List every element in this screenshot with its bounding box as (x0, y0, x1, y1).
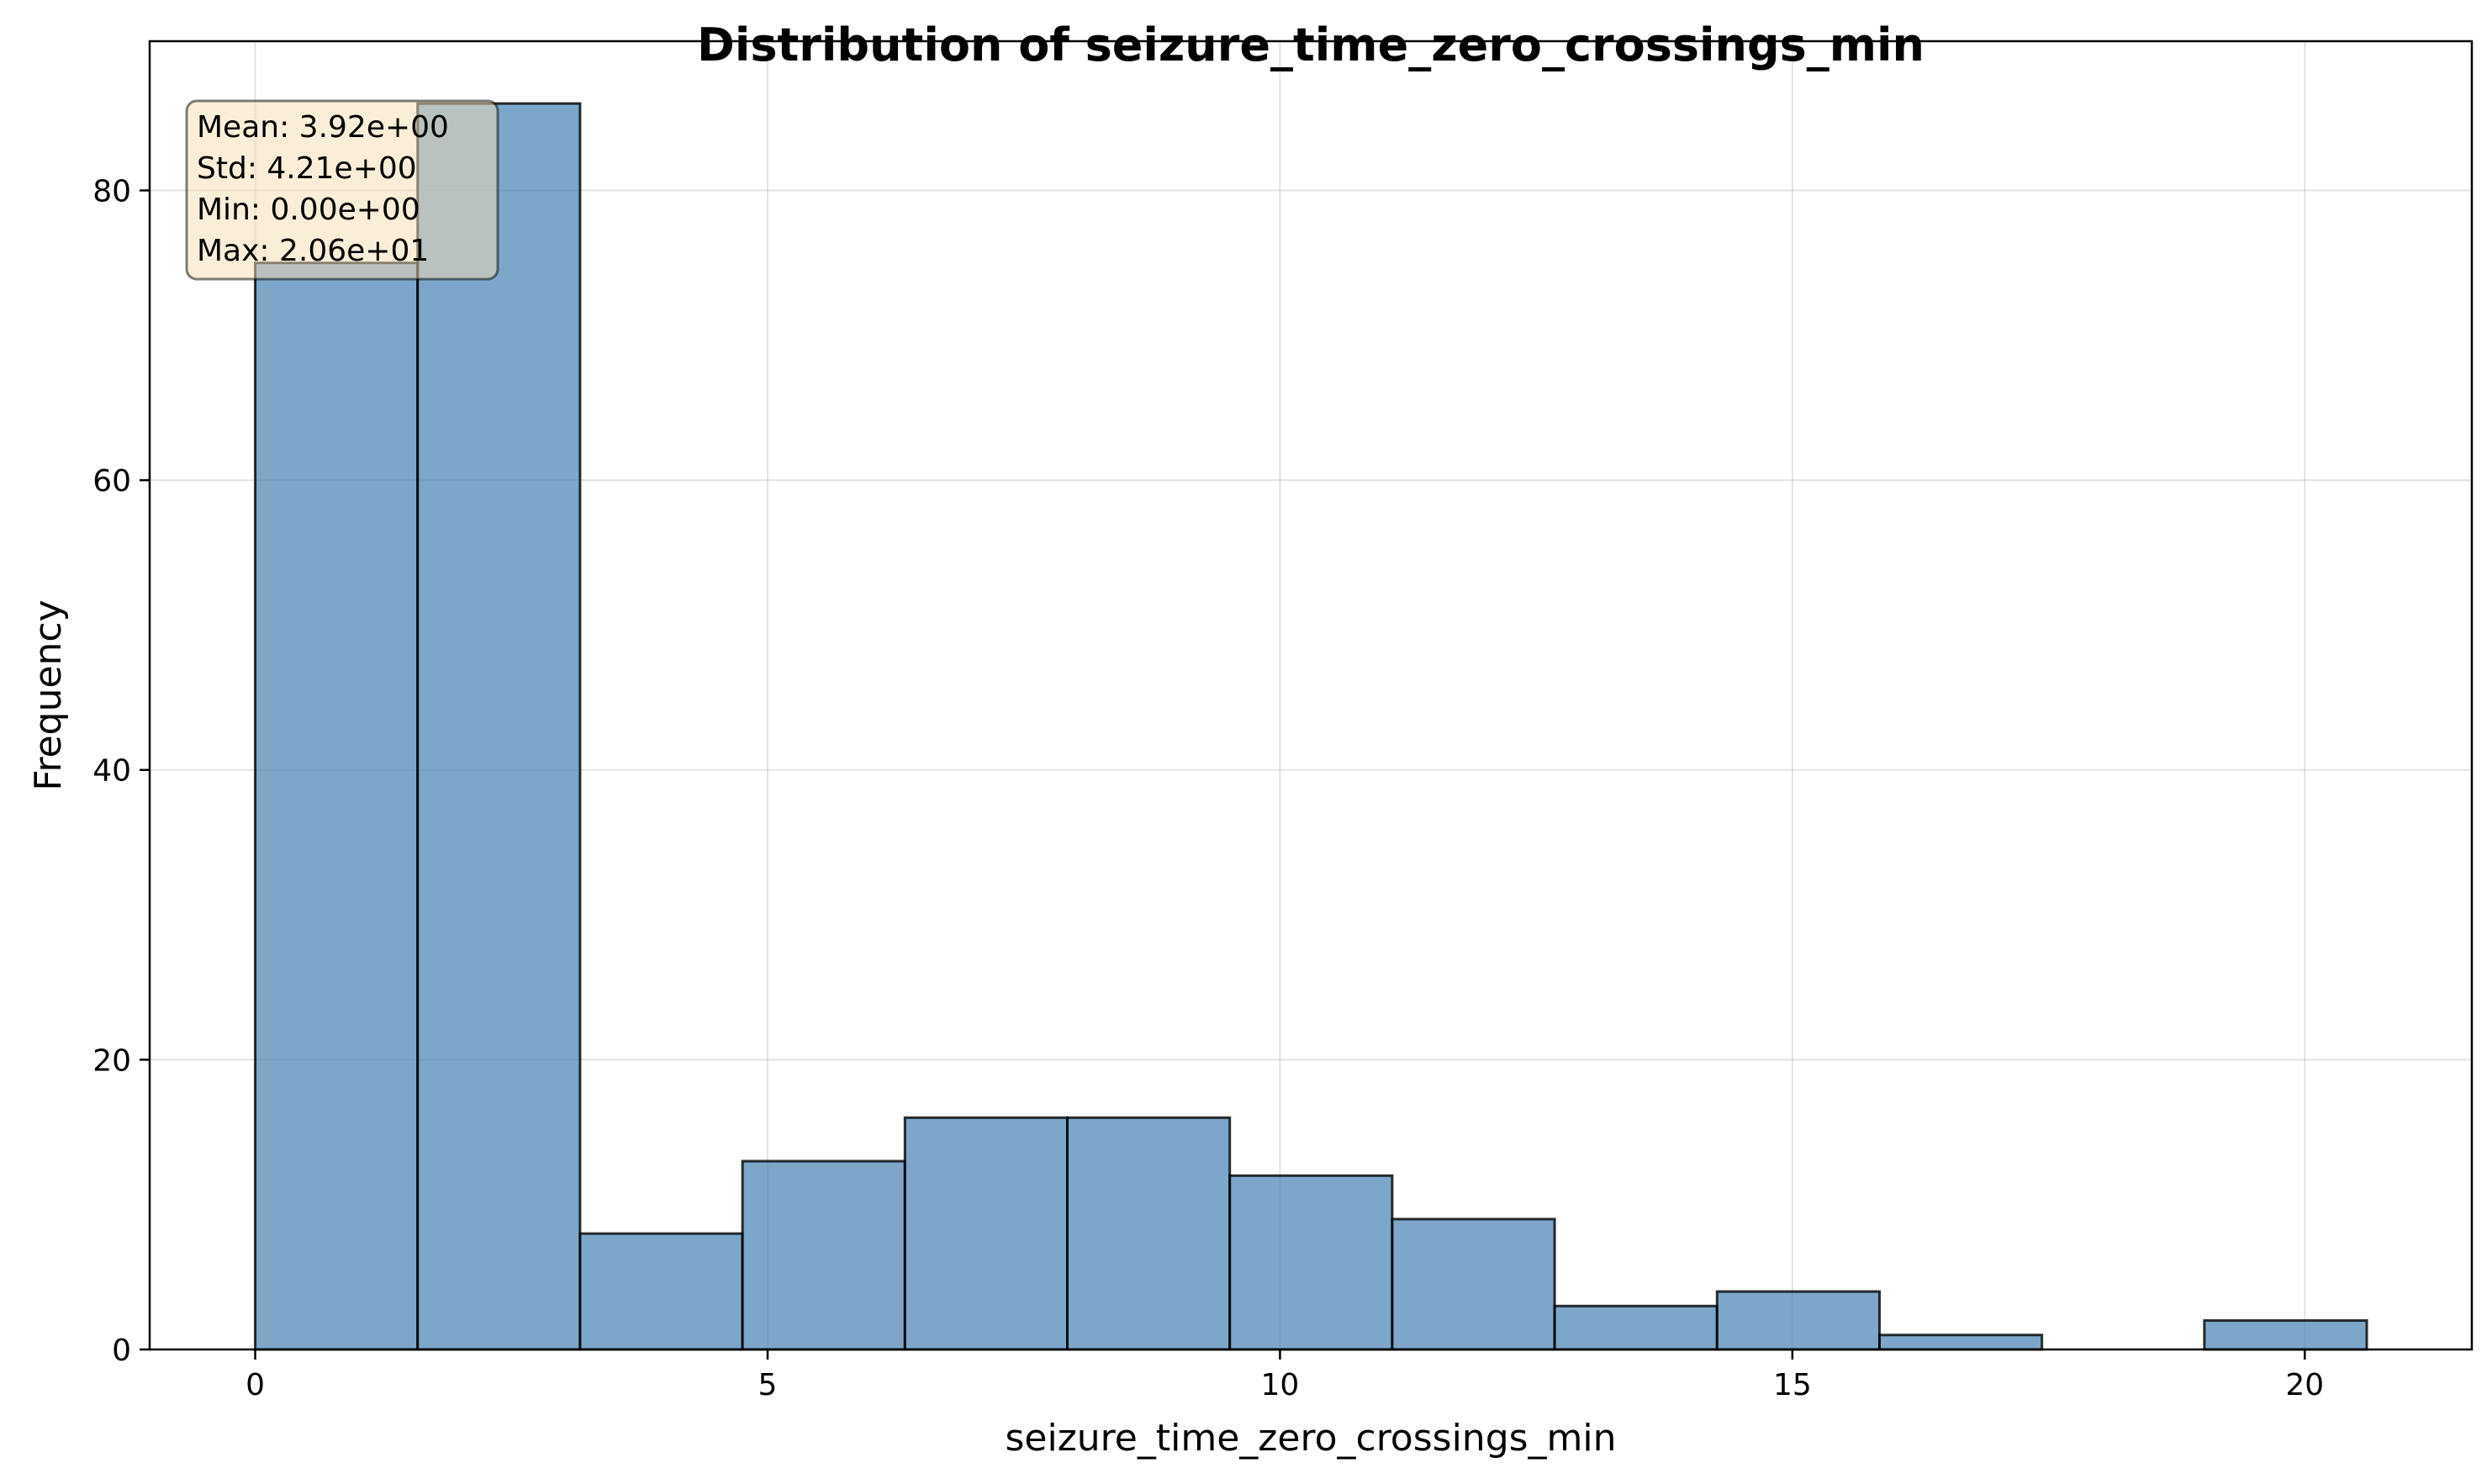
x-tick-label: 0 (246, 1368, 265, 1402)
y-tick-label: 40 (92, 754, 131, 789)
x-axis-label: seizure_time_zero_crossings_min (1005, 1417, 1616, 1460)
histogram-bars (254, 102, 2368, 1351)
histogram-bar (741, 1159, 906, 1351)
x-tick-label: 5 (758, 1368, 778, 1402)
histogram-bar (416, 102, 582, 1351)
stats-std: Std: 4.21e+00 (197, 151, 417, 186)
histogram-bar (1877, 1333, 2044, 1351)
stats-max: Max: 2.06e+01 (197, 234, 429, 268)
histogram-bar (2203, 1319, 2368, 1351)
x-tick-label: 10 (1261, 1368, 1300, 1402)
stats-min: Min: 0.00e+00 (197, 193, 420, 227)
histogram-bar (254, 261, 420, 1351)
stats-mean: Mean: 3.92e+00 (197, 110, 449, 145)
y-tick-label: 80 (92, 174, 131, 209)
x-tick-label: 20 (2285, 1368, 2324, 1402)
histogram-bar (1391, 1217, 1556, 1351)
stats-box (185, 99, 499, 281)
histogram-bar (1715, 1290, 1881, 1351)
histogram-bar (578, 1232, 744, 1351)
y-tick-label: 60 (92, 464, 131, 499)
chart-title: Distribution of seizure_time_zero_crossi… (697, 18, 1924, 71)
histogram-bar (903, 1116, 1069, 1351)
histogram-bar (1228, 1174, 1394, 1351)
axis-ticks: 0 5 10 15 20 0 20 40 60 80 (92, 174, 2324, 1402)
histogram-bar (1066, 1116, 1232, 1351)
histogram-bar (1553, 1304, 1719, 1351)
y-tick-label: 20 (92, 1043, 131, 1078)
x-tick-label: 15 (1773, 1368, 1812, 1402)
stats-annotation: Mean: 3.92e+00 Std: 4.21e+00 Min: 0.00e+… (185, 99, 499, 281)
y-tick-label: 0 (112, 1333, 131, 1368)
y-axis-label: Frequency (27, 599, 70, 790)
plot-area-frame (148, 40, 2474, 1351)
